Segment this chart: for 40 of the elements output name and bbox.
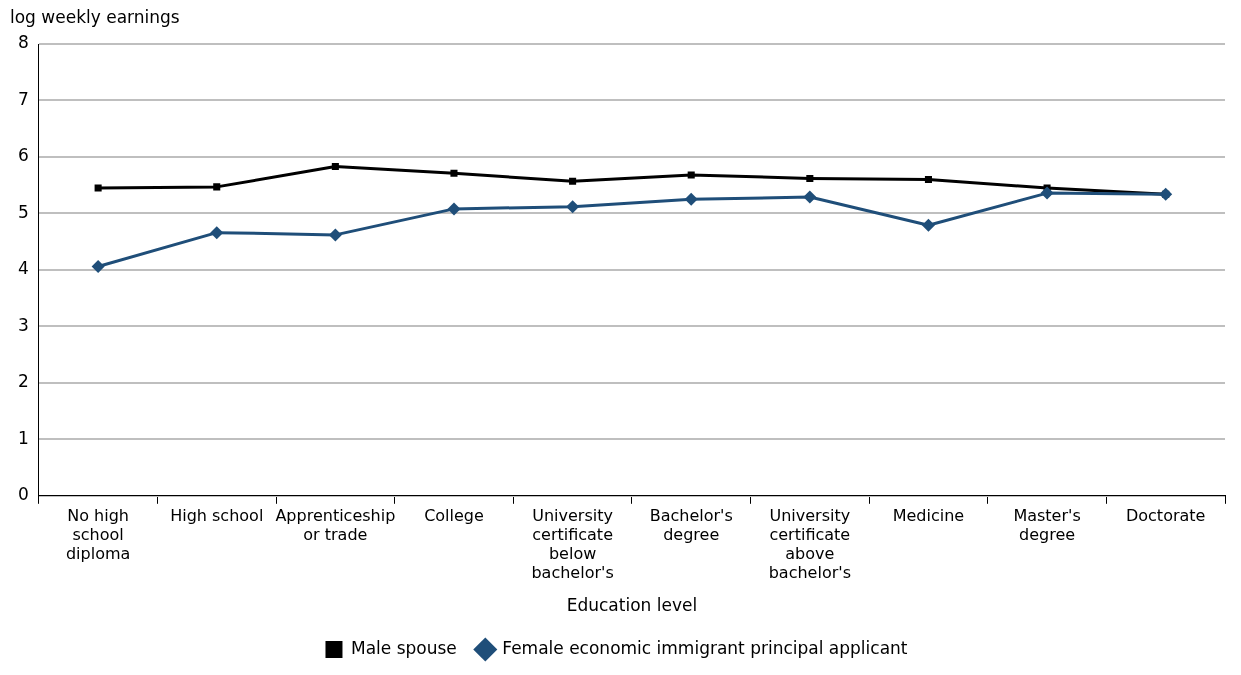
point — [328, 228, 342, 242]
point — [94, 184, 102, 192]
x-tick-label: Medicine — [892, 505, 965, 525]
y-axis-title: log weekly earnings — [10, 6, 180, 27]
point — [1040, 186, 1054, 200]
point — [687, 171, 695, 179]
legend-label: Male spouse — [350, 637, 457, 658]
x-tick-label: Bachelor's degree — [649, 505, 733, 544]
x-axis-title: Education level — [566, 595, 698, 616]
x-tick-label: No high school diploma — [65, 505, 131, 563]
y-tick-label: 8 — [17, 32, 29, 53]
point — [447, 202, 461, 216]
x-tick-label: University certificate above bachelor's — [768, 505, 851, 583]
y-tick-label: 2 — [17, 371, 29, 392]
point — [331, 163, 339, 171]
x-tick-label: High school — [170, 505, 264, 525]
point — [803, 190, 817, 204]
y-tick-label: 6 — [17, 145, 29, 166]
y-tick-label: 7 — [17, 88, 29, 109]
point — [213, 183, 221, 191]
point — [450, 169, 458, 177]
x-tick-label: Doctorate — [1125, 505, 1206, 525]
point — [921, 218, 935, 232]
point — [924, 176, 932, 184]
x-tick-label: College — [424, 505, 484, 525]
x-tick-label: Master's degree — [1013, 505, 1081, 544]
y-tick-label: 3 — [17, 314, 29, 335]
y-tick-label: 0 — [17, 484, 29, 505]
y-tick-label: 5 — [17, 201, 29, 222]
point — [566, 200, 580, 214]
x-tick-label: Apprenticeship or trade — [275, 505, 396, 544]
y-tick-label: 4 — [17, 258, 29, 279]
point — [91, 260, 105, 274]
point — [806, 174, 814, 182]
legend-label: Female economic immigrant principal applicant — [502, 637, 908, 658]
y-tick-label: 1 — [17, 427, 29, 448]
point — [210, 226, 224, 240]
x-tick-label: University certificate below bachelor's — [531, 505, 614, 583]
point — [684, 192, 698, 206]
point — [569, 177, 577, 185]
